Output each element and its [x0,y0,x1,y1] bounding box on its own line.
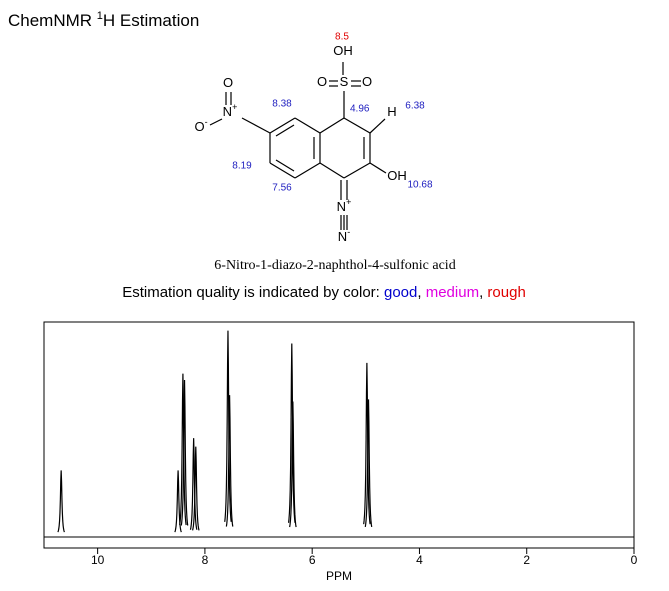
peak [363,362,371,525]
atom-label: H [387,104,396,119]
atom-symbol: N [338,229,347,244]
atom-symbol: OH [387,168,407,183]
atom-symbol: O [194,119,204,134]
atom-label: N- [338,227,350,244]
legend-item: medium [426,284,479,301]
legend-item: rough [487,284,525,301]
atom-symbol: O [223,75,233,90]
x-tick-label: 4 [416,553,423,567]
title-sup: 1 [97,10,103,22]
legend-item: good [384,284,417,301]
peak [289,401,297,528]
atom-label: S [340,74,349,89]
shift-label: 7.56 [272,183,292,194]
peak [225,395,234,527]
x-tick-label: 8 [202,553,209,567]
atom-symbol: O [362,74,372,89]
peak [179,373,187,526]
x-tick-label: 2 [523,553,530,567]
atom-label: N+ [337,197,352,214]
x-tick-label: 0 [631,553,638,567]
peak [57,470,65,533]
shift-label: 4.96 [350,104,370,115]
atom-label: OH [333,43,353,58]
x-tick-label: 6 [309,553,316,567]
atom-label: O [362,74,372,89]
peak [189,438,198,530]
atom-label: OH [387,168,407,183]
x-tick-label: 10 [91,553,105,567]
quality-legend: Estimation quality is indicated by color… [122,284,526,301]
title-text: ChemNMR [8,11,97,30]
shift-label: 8.38 [272,99,292,110]
title: ChemNMR 1H Estimation [8,10,199,31]
atom-charge: + [232,102,237,112]
peak [224,330,232,522]
atom-symbol: H [387,104,396,119]
atom-symbol: S [340,74,349,89]
peak [288,343,296,523]
compound-name: 6-Nitro-1-diazo-2-naphthol-4-sulfonic ac… [214,258,455,273]
peak [180,380,189,526]
atom-charge: - [205,117,208,127]
atom-charge: - [347,227,350,237]
atom-charge: + [346,197,351,207]
plot-frame [43,321,635,549]
atom-label: N+ [223,102,238,119]
atom-label: O [317,74,327,89]
shift-label: 8.5 [335,32,349,43]
legend-separator: , [417,284,425,301]
atom-symbol: O [317,74,327,89]
atom-symbol: OH [333,43,353,58]
atom-label: O- [194,117,207,134]
shift-label: 8.19 [232,161,252,172]
atom-symbol: N [223,104,232,119]
shift-label: 6.38 [405,101,425,112]
peak [364,399,373,527]
title-text: H Estimation [103,11,199,30]
atom-symbol: N [337,199,346,214]
legend-separator: , [479,284,487,301]
bonds [209,62,387,230]
legend-prefix: Estimation quality is indicated by color… [122,284,384,301]
atom-label: O [223,75,233,90]
peak [174,470,182,533]
peak [192,446,200,531]
shift-label: 10.68 [407,180,432,191]
x-axis-label: PPM [326,569,352,583]
